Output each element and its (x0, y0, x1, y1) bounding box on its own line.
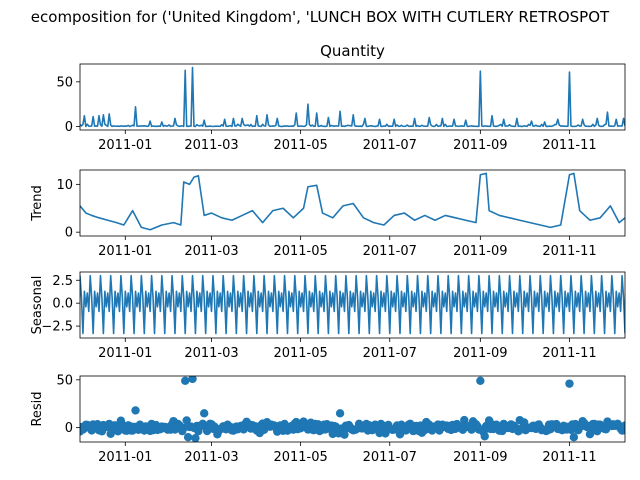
x-tick-label: 2011-09 (453, 346, 507, 361)
plot-area (80, 276, 625, 334)
x-tick-label: 2011-11 (542, 346, 596, 361)
resid-point (476, 377, 484, 385)
x-tick-label: 2011-09 (453, 138, 507, 153)
resid-point (481, 432, 489, 440)
trend-series-line (80, 173, 625, 229)
y-tick-label: −2.5 (41, 320, 73, 335)
y-axis-label: Seasonal (30, 276, 45, 335)
y-tick-label: 2.5 (52, 274, 73, 289)
x-tick-label: 2011-05 (273, 138, 327, 153)
resid-point (200, 409, 208, 417)
resid-point (181, 377, 189, 385)
resid-point (570, 433, 578, 441)
plot-area (76, 375, 629, 443)
seasonal-series-line (80, 276, 625, 334)
x-tick-label: 2011-01 (98, 450, 152, 465)
quantity-series-line (80, 68, 625, 127)
x-tick-label: 2011-07 (363, 244, 417, 259)
y-axis-label: Resid (30, 391, 45, 426)
y-tick-label: 0.0 (52, 297, 73, 312)
x-tick-label: 2011-11 (542, 138, 596, 153)
x-tick-label: 2011-07 (363, 346, 417, 361)
x-tick-label: 2011-01 (98, 244, 152, 259)
resid-point (565, 379, 573, 387)
y-tick-label: 0 (65, 120, 73, 135)
x-tick-label: 2011-05 (273, 346, 327, 361)
x-tick-label: 2011-03 (184, 138, 238, 153)
seasonal-panel: 2.5 0.0 −2.5 2011-01 2011-03 2011-05 2011-07 20… (30, 272, 625, 361)
figure-title: ecomposition for ('United Kingdom', 'LUN… (31, 8, 610, 26)
x-tick-label: 2011-11 (542, 244, 596, 259)
x-tick-label: 2011-05 (273, 450, 327, 465)
x-tick-label: 2011-09 (453, 244, 507, 259)
resid-point (131, 406, 139, 414)
y-axis-label: Trend (30, 185, 45, 222)
y-tick-label: 0 (65, 421, 73, 436)
y-tick-label: 0 (65, 226, 73, 241)
plot-area (80, 173, 625, 229)
decomposition-panels: 0 50 2011-01 2011-03 2011-05 2011-07 2011-09 20… (30, 42, 629, 465)
x-tick-label: 2011-05 (273, 244, 327, 259)
x-tick-label: 2011-07 (363, 138, 417, 153)
resid-panel: 0 50 2011-01 2011-03 2011-05 2011-07 2011-09 20… (30, 373, 629, 465)
quantity-panel: 0 50 2011-01 2011-03 2011-05 2011-07 2011-09 20… (56, 42, 625, 153)
y-tick-label: 50 (56, 373, 73, 388)
x-tick-label: 2011-11 (542, 450, 596, 465)
x-tick-label: 2011-01 (98, 138, 152, 153)
resid-point (336, 409, 344, 417)
panel-title: Quantity (320, 42, 385, 60)
x-tick-label: 2011-01 (98, 346, 152, 361)
y-tick-label: 10 (56, 178, 73, 193)
x-tick-label: 2011-07 (363, 450, 417, 465)
resid-point (184, 433, 192, 441)
plot-area (80, 68, 625, 127)
x-tick-label: 2011-03 (184, 244, 238, 259)
x-tick-label: 2011-03 (184, 450, 238, 465)
x-tick-label: 2011-03 (184, 346, 238, 361)
trend-panel: 0 10 2011-01 2011-03 2011-05 2011-07 2011-09 20… (30, 170, 625, 259)
x-tick-label: 2011-09 (453, 450, 507, 465)
y-tick-label: 50 (56, 75, 73, 90)
